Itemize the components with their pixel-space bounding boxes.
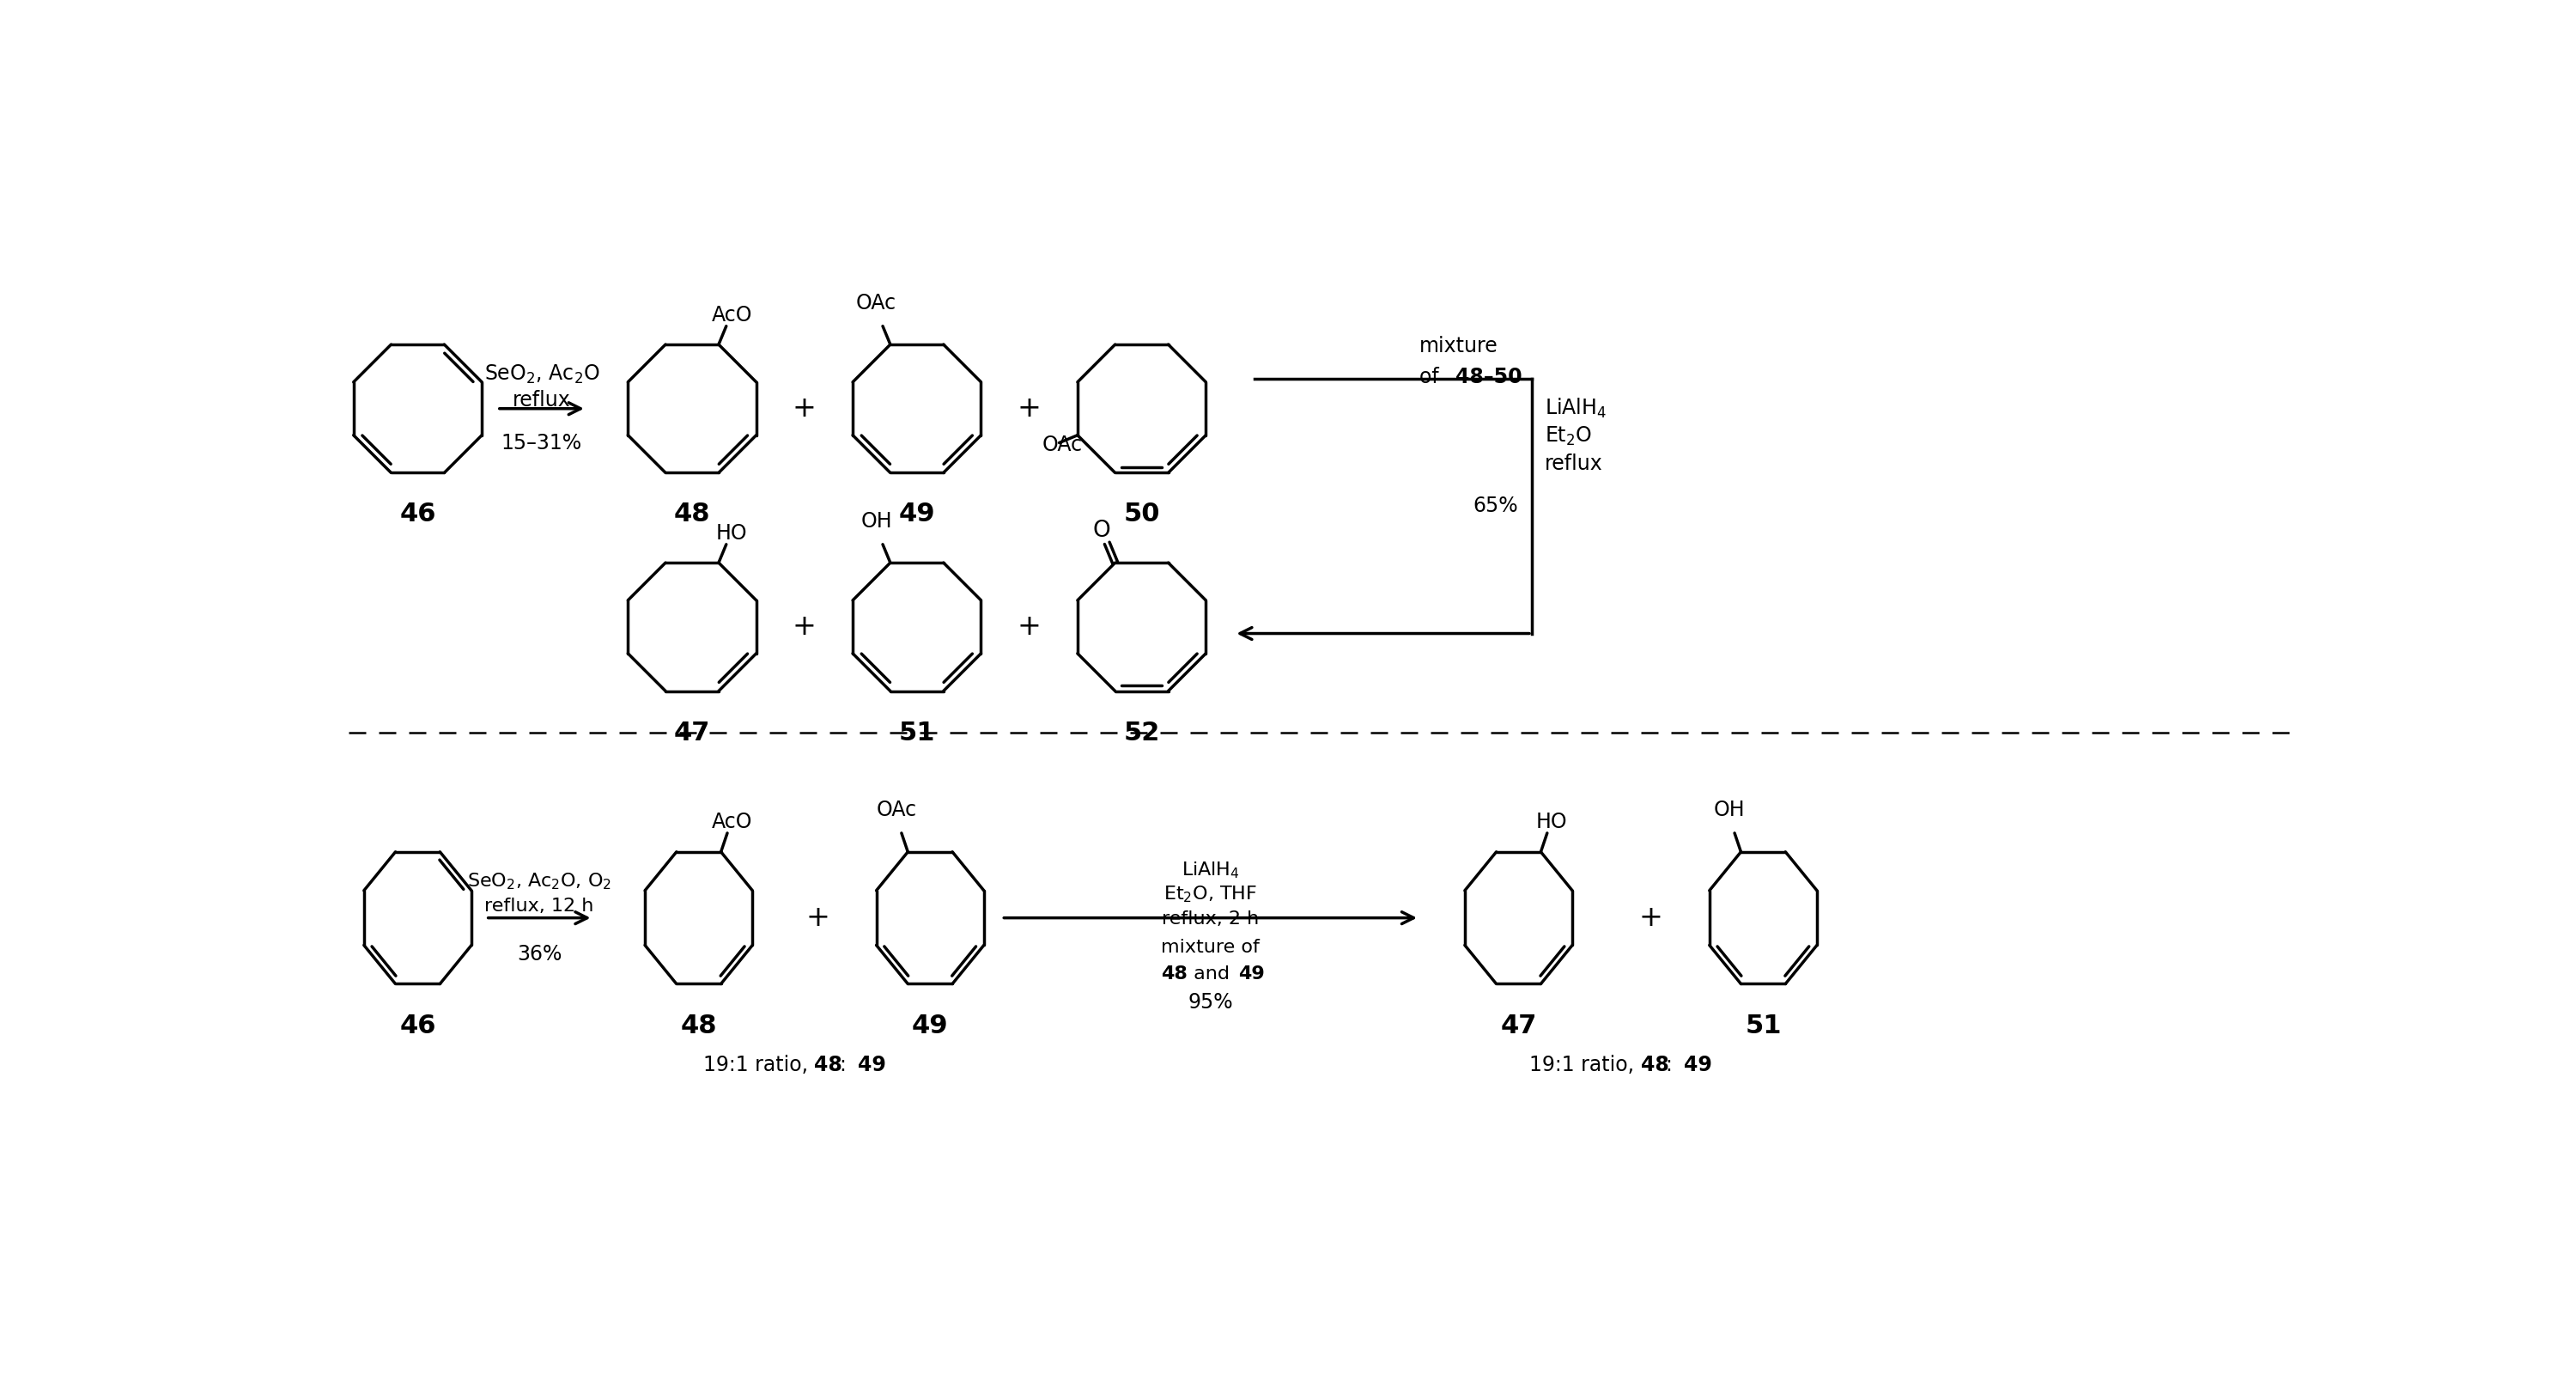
Text: 49: 49 <box>1239 966 1265 983</box>
Text: 65%: 65% <box>1473 496 1517 516</box>
Text: 48: 48 <box>814 1055 842 1076</box>
Text: 51: 51 <box>1744 1013 1783 1038</box>
Text: 49: 49 <box>1685 1055 1713 1076</box>
Text: Et$_2$O, THF: Et$_2$O, THF <box>1164 884 1257 905</box>
Text: 15–31%: 15–31% <box>502 433 582 454</box>
Text: +: + <box>793 394 817 423</box>
Text: of: of <box>1419 366 1445 387</box>
Text: 50: 50 <box>1123 502 1159 527</box>
Text: HO: HO <box>1535 812 1569 831</box>
Text: +: + <box>1638 904 1662 931</box>
Text: 19:1 ratio,: 19:1 ratio, <box>703 1055 814 1076</box>
Text: OAc: OAc <box>855 293 896 314</box>
Text: 48: 48 <box>1641 1055 1669 1076</box>
Text: LiAlH$_4$: LiAlH$_4$ <box>1182 861 1239 880</box>
Text: 52: 52 <box>1123 720 1159 745</box>
Text: 47: 47 <box>675 720 711 745</box>
Text: O: O <box>1092 519 1110 543</box>
Text: 49: 49 <box>858 1055 886 1076</box>
Text: 19:1 ratio,: 19:1 ratio, <box>1530 1055 1641 1076</box>
Text: 48: 48 <box>675 502 711 527</box>
Text: HO: HO <box>716 523 747 544</box>
Text: 46: 46 <box>399 502 435 527</box>
Text: SeO$_2$, Ac$_2$O: SeO$_2$, Ac$_2$O <box>484 364 600 386</box>
Text: +: + <box>1018 612 1041 641</box>
Text: +: + <box>793 612 817 641</box>
Text: and: and <box>1188 966 1236 983</box>
Text: 48: 48 <box>1162 966 1188 983</box>
Text: OAc: OAc <box>1043 434 1082 455</box>
Text: mixture: mixture <box>1419 336 1499 357</box>
Text: +: + <box>806 904 829 931</box>
Text: 49: 49 <box>899 502 935 527</box>
Text: 47: 47 <box>1499 1013 1538 1038</box>
Text: reflux, 12 h: reflux, 12 h <box>484 898 595 915</box>
Text: mixture of: mixture of <box>1162 940 1260 956</box>
Text: 95%: 95% <box>1188 992 1234 1013</box>
Text: reflux: reflux <box>1546 454 1602 475</box>
Text: SeO$_2$, Ac$_2$O, O$_2$: SeO$_2$, Ac$_2$O, O$_2$ <box>466 872 611 891</box>
Text: AcO: AcO <box>711 305 752 325</box>
Text: OH: OH <box>860 511 891 532</box>
Text: Et$_2$O: Et$_2$O <box>1546 425 1592 448</box>
Text: 51: 51 <box>899 720 935 745</box>
Text: LiAlH$_4$: LiAlH$_4$ <box>1546 397 1607 421</box>
Text: 48–50: 48–50 <box>1455 366 1522 387</box>
Text: 48: 48 <box>680 1013 716 1038</box>
Text: :: : <box>1664 1055 1672 1076</box>
Text: AcO: AcO <box>711 812 752 831</box>
Text: :: : <box>840 1055 845 1076</box>
Text: OH: OH <box>1713 799 1744 820</box>
Text: +: + <box>1018 394 1041 423</box>
Text: 49: 49 <box>912 1013 948 1038</box>
Text: OAc: OAc <box>876 799 917 820</box>
Text: 46: 46 <box>399 1013 435 1038</box>
Text: 36%: 36% <box>518 944 562 965</box>
Text: reflux, 2 h: reflux, 2 h <box>1162 911 1260 927</box>
Text: reflux: reflux <box>513 390 572 411</box>
